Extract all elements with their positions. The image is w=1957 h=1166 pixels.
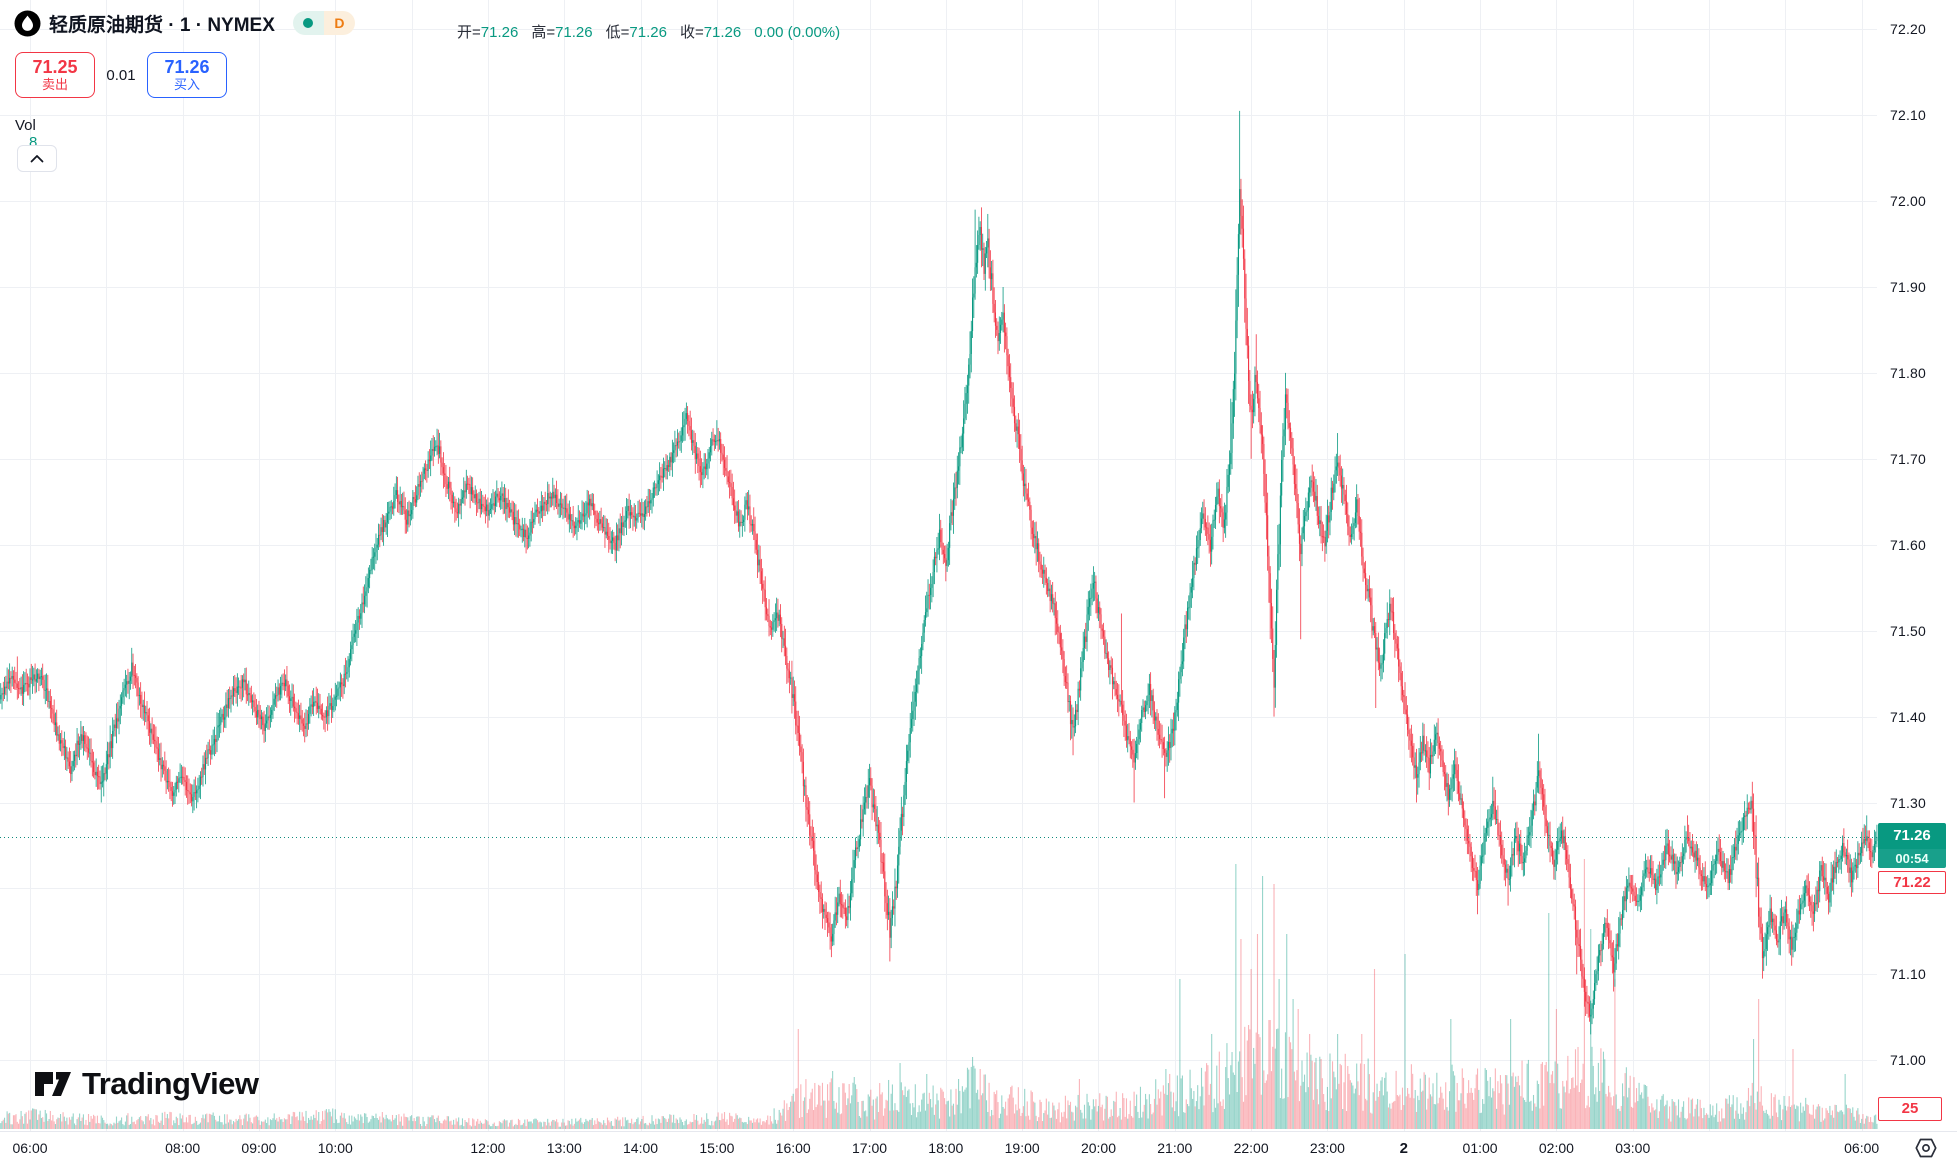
time-tick-label: 21:00	[1157, 1140, 1193, 1156]
ohlc-value: 71.26	[629, 24, 667, 41]
market-status-icon	[292, 11, 324, 35]
buy-button[interactable]: 71.26 买入	[147, 52, 227, 98]
time-tick-label: 19:00	[1004, 1140, 1040, 1156]
price-tick-label: 72.00	[1890, 193, 1927, 210]
time-axis[interactable]: 06:00 08:00 09:00 10:00 12:00 13:00 14:00 15:00…	[0, 1131, 1957, 1166]
last-price-badge: 71.26 00:54	[1878, 823, 1946, 868]
last-price-value: 71.26	[1878, 823, 1946, 849]
price-axis[interactable]: 71.26 00:54 71.22 25 72.20 72.10 72.00 71.9…	[1878, 0, 1957, 1131]
price-tick-label: 71.60	[1890, 536, 1927, 553]
buy-label: 买入	[173, 77, 200, 92]
buy-price: 71.26	[164, 57, 210, 77]
time-tick-label: 23:00	[1309, 1140, 1345, 1156]
time-tick-label: 03:00	[1615, 1140, 1651, 1156]
price-tick-label: 71.50	[1890, 622, 1927, 639]
instrument-logo-icon	[14, 10, 41, 37]
interval-d-badge: D	[323, 11, 355, 35]
time-tick-label: 06:00	[12, 1140, 48, 1156]
chevron-up-icon	[30, 155, 44, 163]
volume-legend-value: 8	[29, 134, 38, 151]
time-tick-label: 06:00	[1844, 1140, 1880, 1156]
price-tick-label: 72.10	[1890, 107, 1927, 124]
current-volume-badge: 25	[1878, 1097, 1942, 1121]
time-tick-label: 13:00	[546, 1140, 582, 1156]
sell-price: 71.25	[32, 57, 78, 77]
spread-value: 0.01	[106, 66, 136, 84]
gear-icon	[1915, 1138, 1937, 1158]
time-tick-label: 15:00	[699, 1140, 735, 1156]
price-tick-label: 71.40	[1890, 708, 1927, 725]
trade-panel: 71.25 卖出 0.01 71.26 买入	[15, 52, 227, 98]
time-tick-label: 18:00	[928, 1140, 964, 1156]
price-tick-label: 71.00	[1890, 1052, 1927, 1069]
ohlc-label: 收=	[679, 24, 704, 41]
time-tick-label: 20:00	[1080, 1140, 1116, 1156]
price-tick-label: 71.30	[1890, 794, 1927, 811]
change-value: 0.00 (0.00%)	[754, 24, 841, 41]
time-tick-label: 02:00	[1538, 1140, 1574, 1156]
ohlc-value: 71.26	[555, 24, 593, 41]
time-tick-label: 09:00	[241, 1140, 277, 1156]
ohlc-legend: 开=71.26 高=71.26 低=71.26 收=71.26 0.00 (0.00%)	[457, 21, 840, 42]
tradingview-watermark[interactable]: TradingView	[33, 1066, 259, 1102]
time-tick-label: 22:00	[1233, 1140, 1269, 1156]
sell-label: 卖出	[41, 77, 68, 92]
time-tick-label: 16:00	[775, 1140, 811, 1156]
price-tick-label: 71.90	[1890, 278, 1927, 295]
date-tick-label: 2	[1399, 1140, 1408, 1157]
price-tick-label: 72.20	[1890, 21, 1927, 38]
timezone-settings-button[interactable]	[1911, 1137, 1941, 1161]
interval-status-pill[interactable]: D	[292, 11, 355, 35]
time-tick-label: 12:00	[470, 1140, 506, 1156]
price-tick-label: 71.70	[1890, 450, 1927, 467]
collapse-legend-button[interactable]	[17, 145, 57, 172]
tradingview-logo-icon	[35, 1072, 71, 1096]
time-tick-label: 01:00	[1462, 1140, 1498, 1156]
time-tick-label: 14:00	[623, 1140, 659, 1156]
time-tick-label: 17:00	[851, 1140, 888, 1156]
ohlc-label: 开=	[457, 24, 481, 41]
time-tick-label: 10:00	[317, 1140, 353, 1156]
ohlc-label: 高=	[531, 24, 556, 41]
ohlc-label: 低=	[605, 24, 630, 41]
ohlc-value: 71.26	[703, 24, 742, 41]
bar-countdown: 00:54	[1878, 849, 1946, 868]
bid-price-badge: 71.22	[1878, 871, 1946, 894]
time-tick-label: 08:00	[165, 1140, 201, 1156]
sell-button[interactable]: 71.25 卖出	[15, 52, 95, 98]
price-tick-label: 71.80	[1890, 364, 1927, 381]
price-tick-label: 71.10	[1890, 966, 1927, 983]
volume-legend-label: Vol	[15, 117, 36, 134]
tradingview-brand-text: TradingView	[82, 1066, 259, 1101]
volume-legend: Vol 8	[15, 117, 37, 151]
ohlc-value: 71.26	[480, 24, 519, 41]
symbol-title: 轻质原油期货 · 1 · NYMEX	[49, 14, 275, 36]
